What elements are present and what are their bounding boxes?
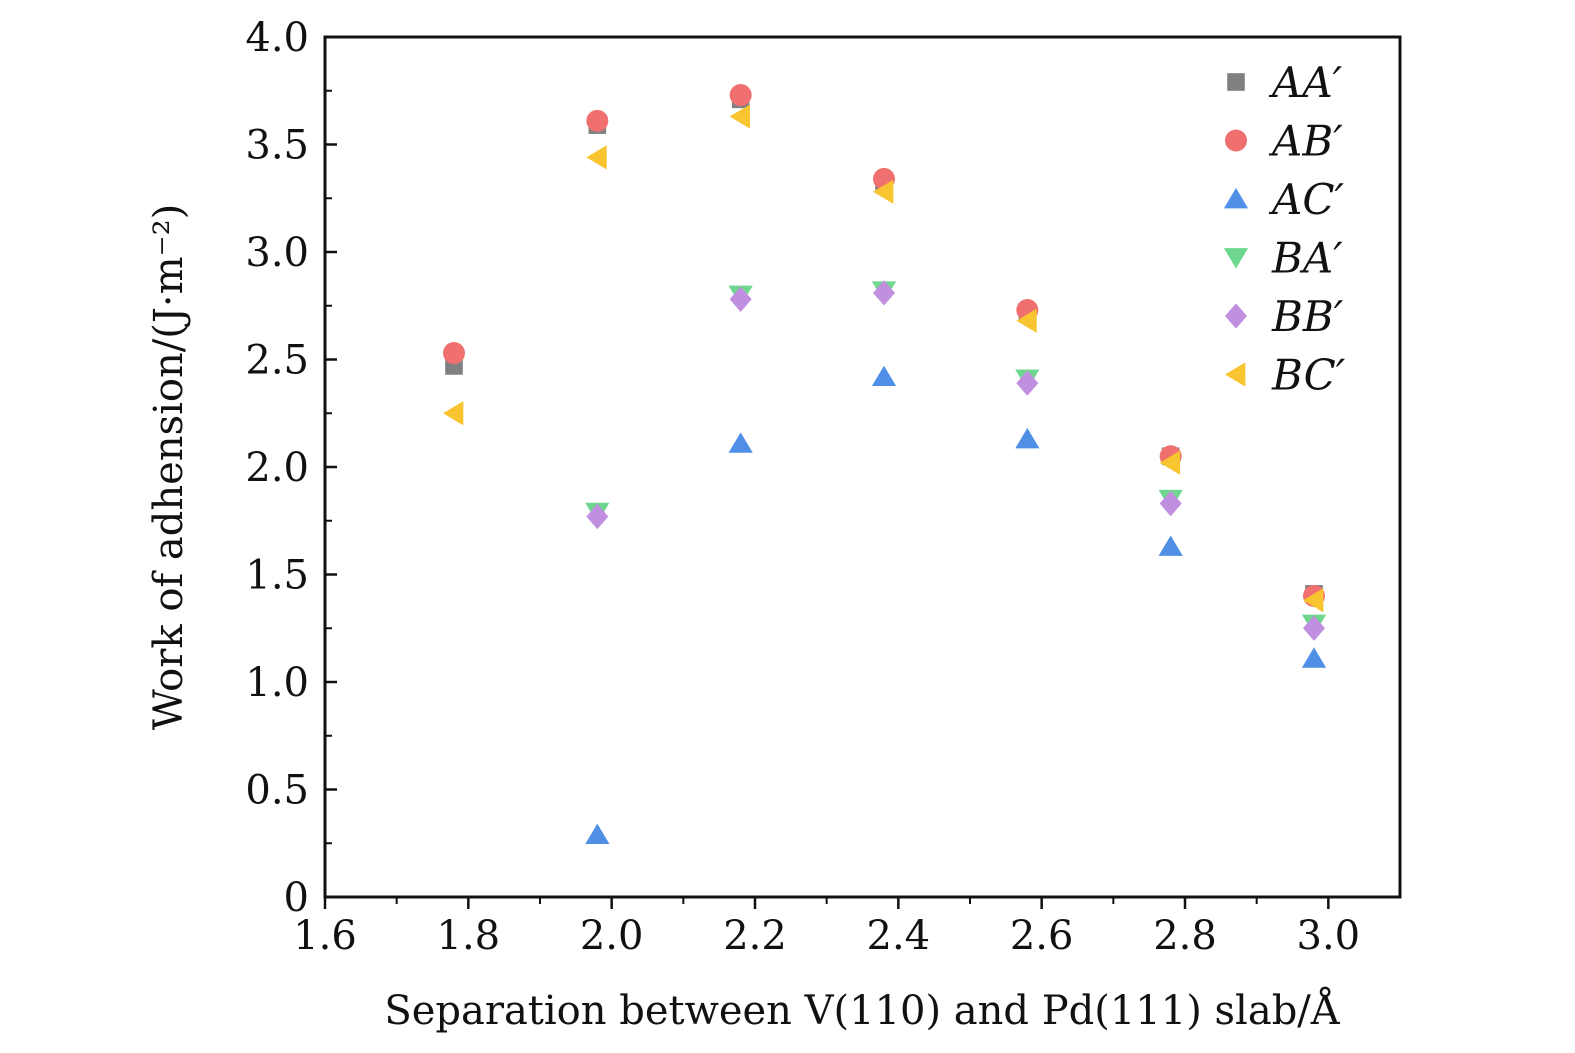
legend-marker-circle: [1225, 129, 1247, 152]
legend: AA′ AB′ AC′ BA′ BB′ BC′: [1223, 58, 1346, 400]
data-point-triangle-up: [1301, 647, 1327, 668]
data-point-circle: [586, 109, 609, 132]
data-point-circle: [443, 342, 465, 365]
y-tick-label: 2.0: [245, 445, 309, 491]
data-point-diamond: [873, 280, 895, 306]
y-tick-label: 0: [284, 875, 309, 921]
y-tick-label: 3.0: [245, 230, 309, 276]
x-tick-label: 2.6: [1010, 913, 1074, 959]
data-point-triangle-left: [729, 104, 751, 129]
data-point-diamond: [1303, 615, 1325, 641]
y-tick-label: 3.5: [245, 123, 309, 169]
y-tick-label: 0.5: [245, 768, 309, 814]
data-point-triangle-up: [585, 823, 610, 844]
legend-marker-square: [1227, 73, 1245, 91]
y-tick-label: 2.5: [245, 338, 309, 384]
y-tick-label: 1.5: [245, 553, 309, 599]
data-point-triangle-left: [1159, 450, 1181, 475]
data-point-diamond: [1159, 490, 1182, 517]
data-point-triangle-left: [443, 401, 464, 426]
x-tick-label: 3.0: [1297, 913, 1361, 959]
plot-area: [323, 35, 1402, 899]
legend-label: BB′: [1271, 292, 1344, 341]
legend-marker-triangle-up: [1223, 188, 1249, 209]
legend-marker-diamond: [1225, 303, 1247, 329]
data-point-triangle-up: [1158, 535, 1183, 556]
data-point-diamond: [1016, 370, 1039, 396]
x-tick-label: 2.2: [723, 913, 787, 959]
y-tick-label: 1.0: [245, 660, 309, 706]
y-axis-title: Work of adhension/(J·m⁻²): [146, 204, 192, 730]
data-point-diamond: [586, 503, 609, 530]
data-point-triangle-left: [1303, 588, 1324, 613]
x-tick-label: 1.8: [437, 913, 501, 959]
data-point-triangle-left: [1016, 308, 1037, 333]
data-point-triangle-up: [871, 365, 897, 387]
x-tick-label: 1.6: [293, 913, 357, 959]
legend-label: BC′: [1271, 351, 1346, 400]
data-point-triangle-up: [728, 432, 753, 453]
x-tick-label: 2.8: [1153, 913, 1217, 959]
data-point-diamond: [729, 286, 752, 312]
legend-label: AB′: [1268, 117, 1343, 166]
legend-label: AC′: [1268, 175, 1344, 224]
y-tick-label: 4.0: [245, 15, 309, 61]
x-tick-label: 2.0: [580, 913, 644, 959]
data-point-circle: [729, 84, 752, 107]
axis-ticks: 1.6 1.8 2.0 2.2 2.4 2.6 2.8 3.0 0 0.5 1.0 1.5 2.0 2.5…: [245, 15, 1360, 959]
data-point-triangle-left: [873, 179, 894, 204]
x-tick-label: 2.4: [867, 913, 931, 959]
x-axis-title: Separation between V(110) and Pd(111) sl…: [384, 987, 1340, 1034]
legend-marker-triangle-down: [1223, 248, 1249, 269]
data-points: [443, 84, 1327, 844]
legend-label: BA′: [1271, 234, 1343, 283]
legend-marker-triangle-left: [1225, 362, 1246, 387]
legend-label: AA′: [1268, 58, 1343, 107]
data-point-triangle-up: [1015, 428, 1040, 449]
data-point-triangle-left: [586, 145, 607, 170]
